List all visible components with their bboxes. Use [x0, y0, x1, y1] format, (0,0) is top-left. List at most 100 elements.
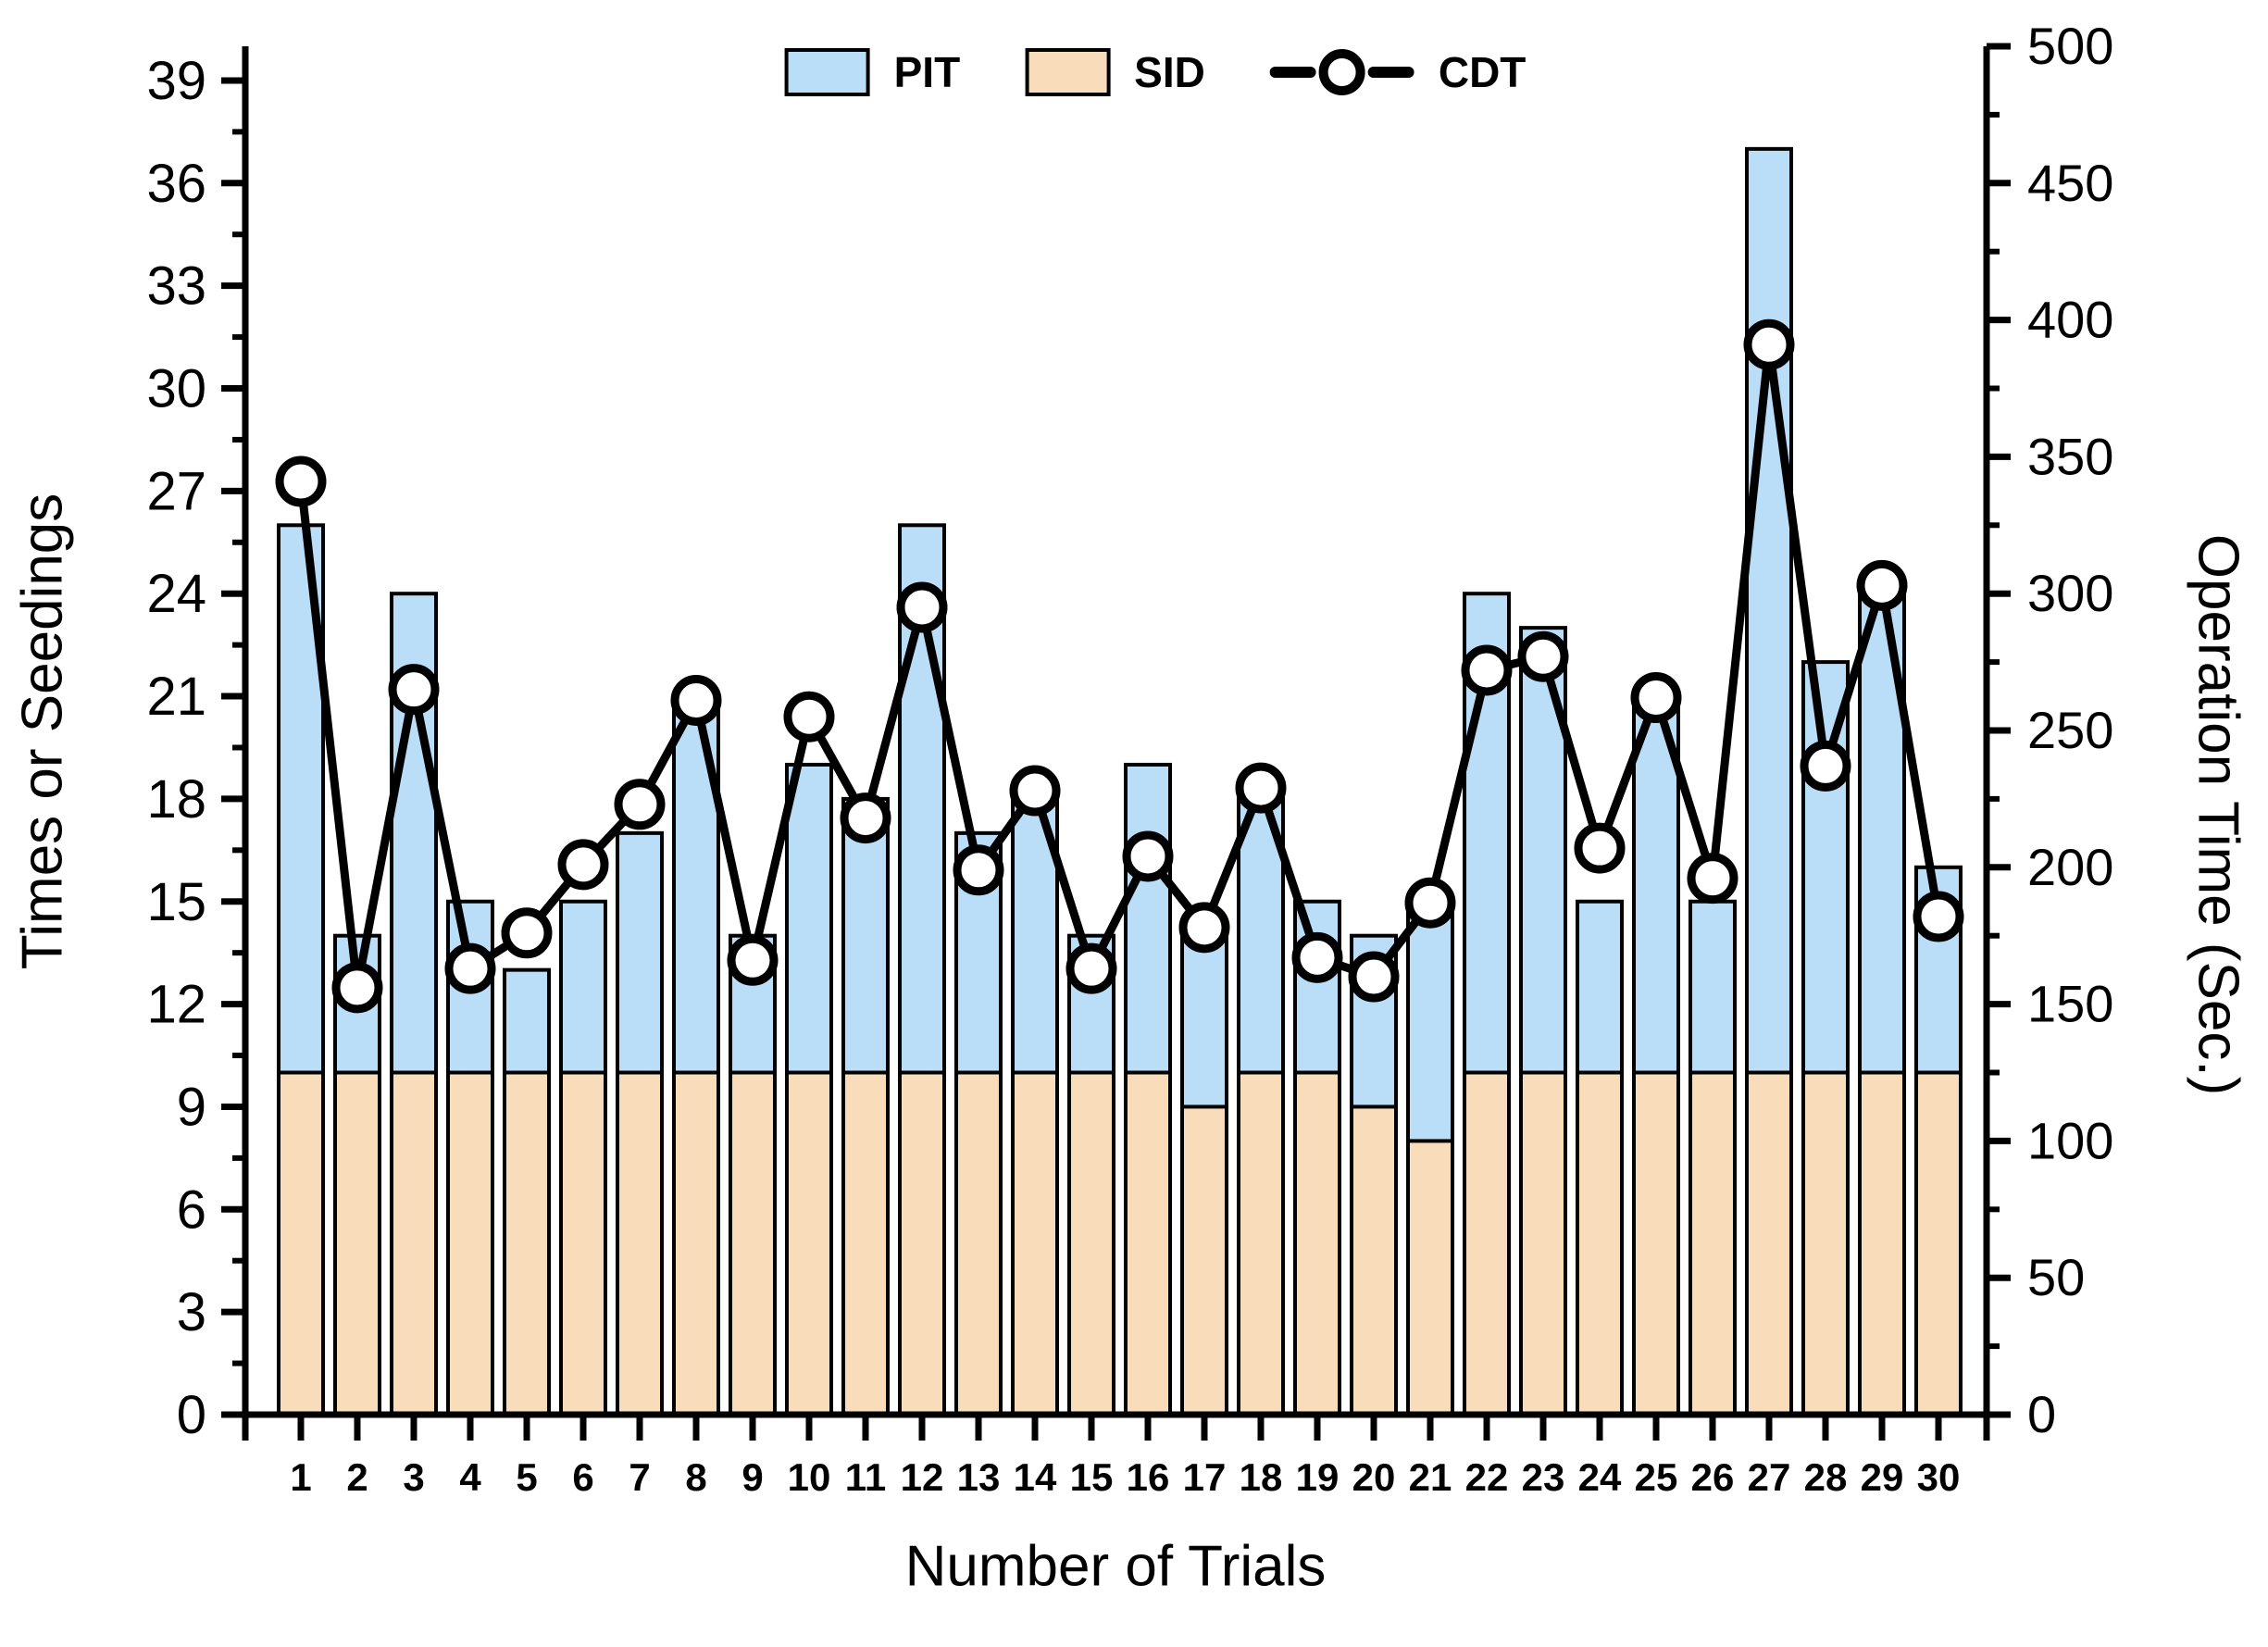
x-axis-tick-label: 27 — [1748, 1455, 1791, 1499]
bar-sid-30 — [1914, 1070, 1963, 1416]
x-axis-tick-label: 8 — [685, 1455, 706, 1499]
bar-sid-9 — [729, 1070, 777, 1416]
x-axis-tick-label: 28 — [1804, 1455, 1848, 1499]
right-axis-tick-label: 150 — [2027, 975, 2113, 1033]
x-axis-tick-label: 21 — [1409, 1455, 1452, 1499]
left-axis-tick-label: 30 — [146, 359, 206, 419]
bar-sid-16 — [1124, 1070, 1172, 1416]
bar-sid-26 — [1689, 1070, 1737, 1416]
x-axis-tick-label: 4 — [459, 1455, 481, 1499]
bar-sid-23 — [1519, 1070, 1567, 1416]
bar-sid-20 — [1350, 1104, 1398, 1416]
right-axis-tick-label: 200 — [2027, 838, 2113, 896]
cdt-marker-29 — [1856, 559, 1908, 611]
cdt-marker-16 — [1122, 830, 1174, 882]
cdt-marker-10 — [783, 691, 835, 742]
legend-item-cdt: CDT — [1269, 46, 1526, 98]
left-axis-tick-label: 3 — [177, 1282, 206, 1342]
bar-sid-21 — [1406, 1139, 1454, 1417]
cdt-marker-24 — [1574, 822, 1626, 874]
cdt-marker-23 — [1517, 630, 1569, 682]
cdt-marker-8 — [670, 674, 722, 726]
legend-item-pit: PIT — [784, 47, 961, 97]
x-axis-tick-label: 19 — [1296, 1455, 1340, 1499]
bar-sid-14 — [1011, 1070, 1059, 1416]
left-axis-tick-label: 39 — [146, 51, 206, 111]
x-axis-tick-label: 26 — [1691, 1455, 1735, 1499]
x-axis-tick-label: 11 — [845, 1455, 886, 1499]
cdt-marker-9 — [727, 934, 779, 986]
legend-label-pit: PIT — [893, 48, 961, 96]
x-axis-tick-label: 7 — [629, 1455, 650, 1499]
cdt-marker-22 — [1461, 644, 1513, 696]
x-axis-tick-label: 10 — [788, 1455, 831, 1499]
bar-sid-6 — [559, 1070, 607, 1416]
legend-swatch-pit-icon — [784, 48, 870, 96]
legend-label-sid: SID — [1134, 48, 1205, 96]
left-axis-tick-label: 18 — [146, 769, 206, 830]
bar-sid-8 — [672, 1070, 720, 1416]
cdt-marker-7 — [614, 779, 666, 830]
bars — [277, 146, 1963, 1417]
cdt-marker-5 — [501, 907, 553, 959]
x-axis-tick-label: 16 — [1127, 1455, 1170, 1499]
cdt-marker-21 — [1404, 877, 1456, 929]
cdt-marker-18 — [1235, 762, 1287, 814]
bar-sid-28 — [1801, 1070, 1850, 1416]
cdt-marker-28 — [1800, 740, 1851, 792]
cdt-marker-4 — [444, 942, 496, 994]
bar-sid-3 — [390, 1070, 438, 1416]
right-axis-tick-label: 450 — [2027, 154, 2113, 212]
left-axis-tick-label: 36 — [146, 154, 206, 214]
cdt-line-marker-icon — [1269, 49, 1414, 95]
x-axis-tick-label: 20 — [1352, 1455, 1396, 1499]
x-axis-tick-label: 5 — [516, 1455, 537, 1499]
x-axis-tick-label: 30 — [1917, 1455, 1961, 1499]
left-axis-tick-label: 9 — [177, 1077, 206, 1137]
right-axis-tick-label: 300 — [2027, 564, 2113, 622]
cdt-marker-25 — [1630, 672, 1682, 724]
x-axis-tick-label: 2 — [346, 1455, 368, 1499]
bar-sid-19 — [1293, 1070, 1341, 1416]
bar-sid-22 — [1463, 1070, 1511, 1416]
legend-swatch-sid-icon — [1025, 48, 1111, 96]
cdt-marker-20 — [1348, 951, 1400, 1003]
cdt-marker-11 — [840, 792, 891, 844]
x-axis-tick-label: 23 — [1522, 1455, 1565, 1499]
left-axis-tick-label: 12 — [146, 975, 206, 1035]
bar-sid-13 — [954, 1070, 1003, 1416]
right-axis-tick-label: 350 — [2027, 427, 2113, 485]
right-axis-tick-label: 500 — [2027, 17, 2113, 75]
bar-sid-1 — [277, 1070, 325, 1416]
bar-sid-17 — [1180, 1104, 1228, 1416]
cdt-marker-13 — [953, 844, 1004, 896]
left-axis-tick-label: 27 — [146, 461, 206, 521]
x-axis-tick-label: 29 — [1861, 1455, 1904, 1499]
x-axis-title: Number of Trials — [904, 1534, 1327, 1599]
x-axis-tick-label: 6 — [572, 1455, 593, 1499]
right-axis-title: Operation Time (Sec.) — [2186, 533, 2250, 1096]
x-axis-tick-label: 12 — [901, 1455, 944, 1499]
right-axis-tick-label: 400 — [2027, 291, 2113, 349]
left-axis-tick-label: 15 — [146, 872, 206, 932]
left-axis-tick-label: 33 — [146, 256, 206, 317]
chart-legend: PIT SID CDT — [784, 46, 1526, 98]
bar-sid-10 — [785, 1070, 833, 1416]
cdt-marker-14 — [1009, 765, 1061, 817]
cdt-marker-12 — [896, 581, 948, 633]
x-axis-tick-label: 13 — [957, 1455, 1001, 1499]
x-axis-tick-label: 18 — [1240, 1455, 1283, 1499]
right-axis-tick-label: 50 — [2027, 1248, 2085, 1306]
tick-labels: 0369121518212427303336390501001502002503… — [146, 17, 2113, 1499]
bar-sid-4 — [446, 1070, 494, 1416]
cdt-marker-2 — [331, 962, 383, 1014]
x-axis-tick-label: 9 — [741, 1455, 763, 1499]
cdt-marker-15 — [1065, 942, 1117, 994]
bar-sid-18 — [1237, 1070, 1285, 1416]
bar-sid-27 — [1745, 1070, 1793, 1416]
x-axis-tick-label: 14 — [1014, 1455, 1057, 1499]
cdt-marker-30 — [1913, 891, 1964, 942]
bar-sid-29 — [1858, 1070, 1906, 1416]
